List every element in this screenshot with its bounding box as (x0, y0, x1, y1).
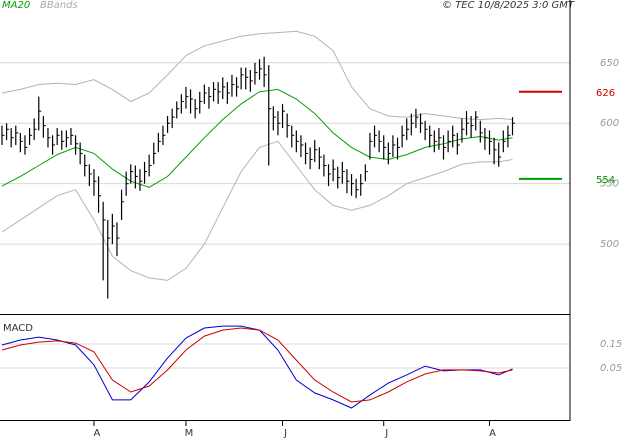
x-tick-label: J (283, 428, 287, 439)
x-tick-label: A (94, 428, 101, 439)
macd-line (1, 327, 513, 403)
macd-line (1, 325, 513, 409)
legend-bbands: BBands (40, 0, 78, 11)
y-tick-label: 0.15 (600, 339, 622, 350)
plot-area (1, 30, 516, 299)
y-tick-label: 600 (600, 118, 619, 129)
x-tick-label: A (489, 428, 496, 439)
macd-title: MACD (3, 323, 33, 334)
copyright: © TEC 10/8/2025 3:0 GMT (442, 0, 575, 11)
y-tick-label: 0.05 (600, 363, 622, 374)
legend-ma20: MA20 (2, 0, 30, 11)
plot-area (1, 325, 513, 409)
y-tick-label: 500 (600, 239, 619, 250)
y-tick-label: 550 (600, 179, 619, 190)
level-label: 626 (596, 88, 615, 99)
level-label: 554 (596, 175, 615, 186)
ma20-line (1, 88, 513, 188)
y-tick-label: 650 (600, 58, 619, 69)
bollinger-band (1, 30, 513, 121)
x-tick-label: M (185, 428, 194, 439)
x-tick-label: J (384, 428, 388, 439)
bollinger-band (1, 140, 513, 281)
